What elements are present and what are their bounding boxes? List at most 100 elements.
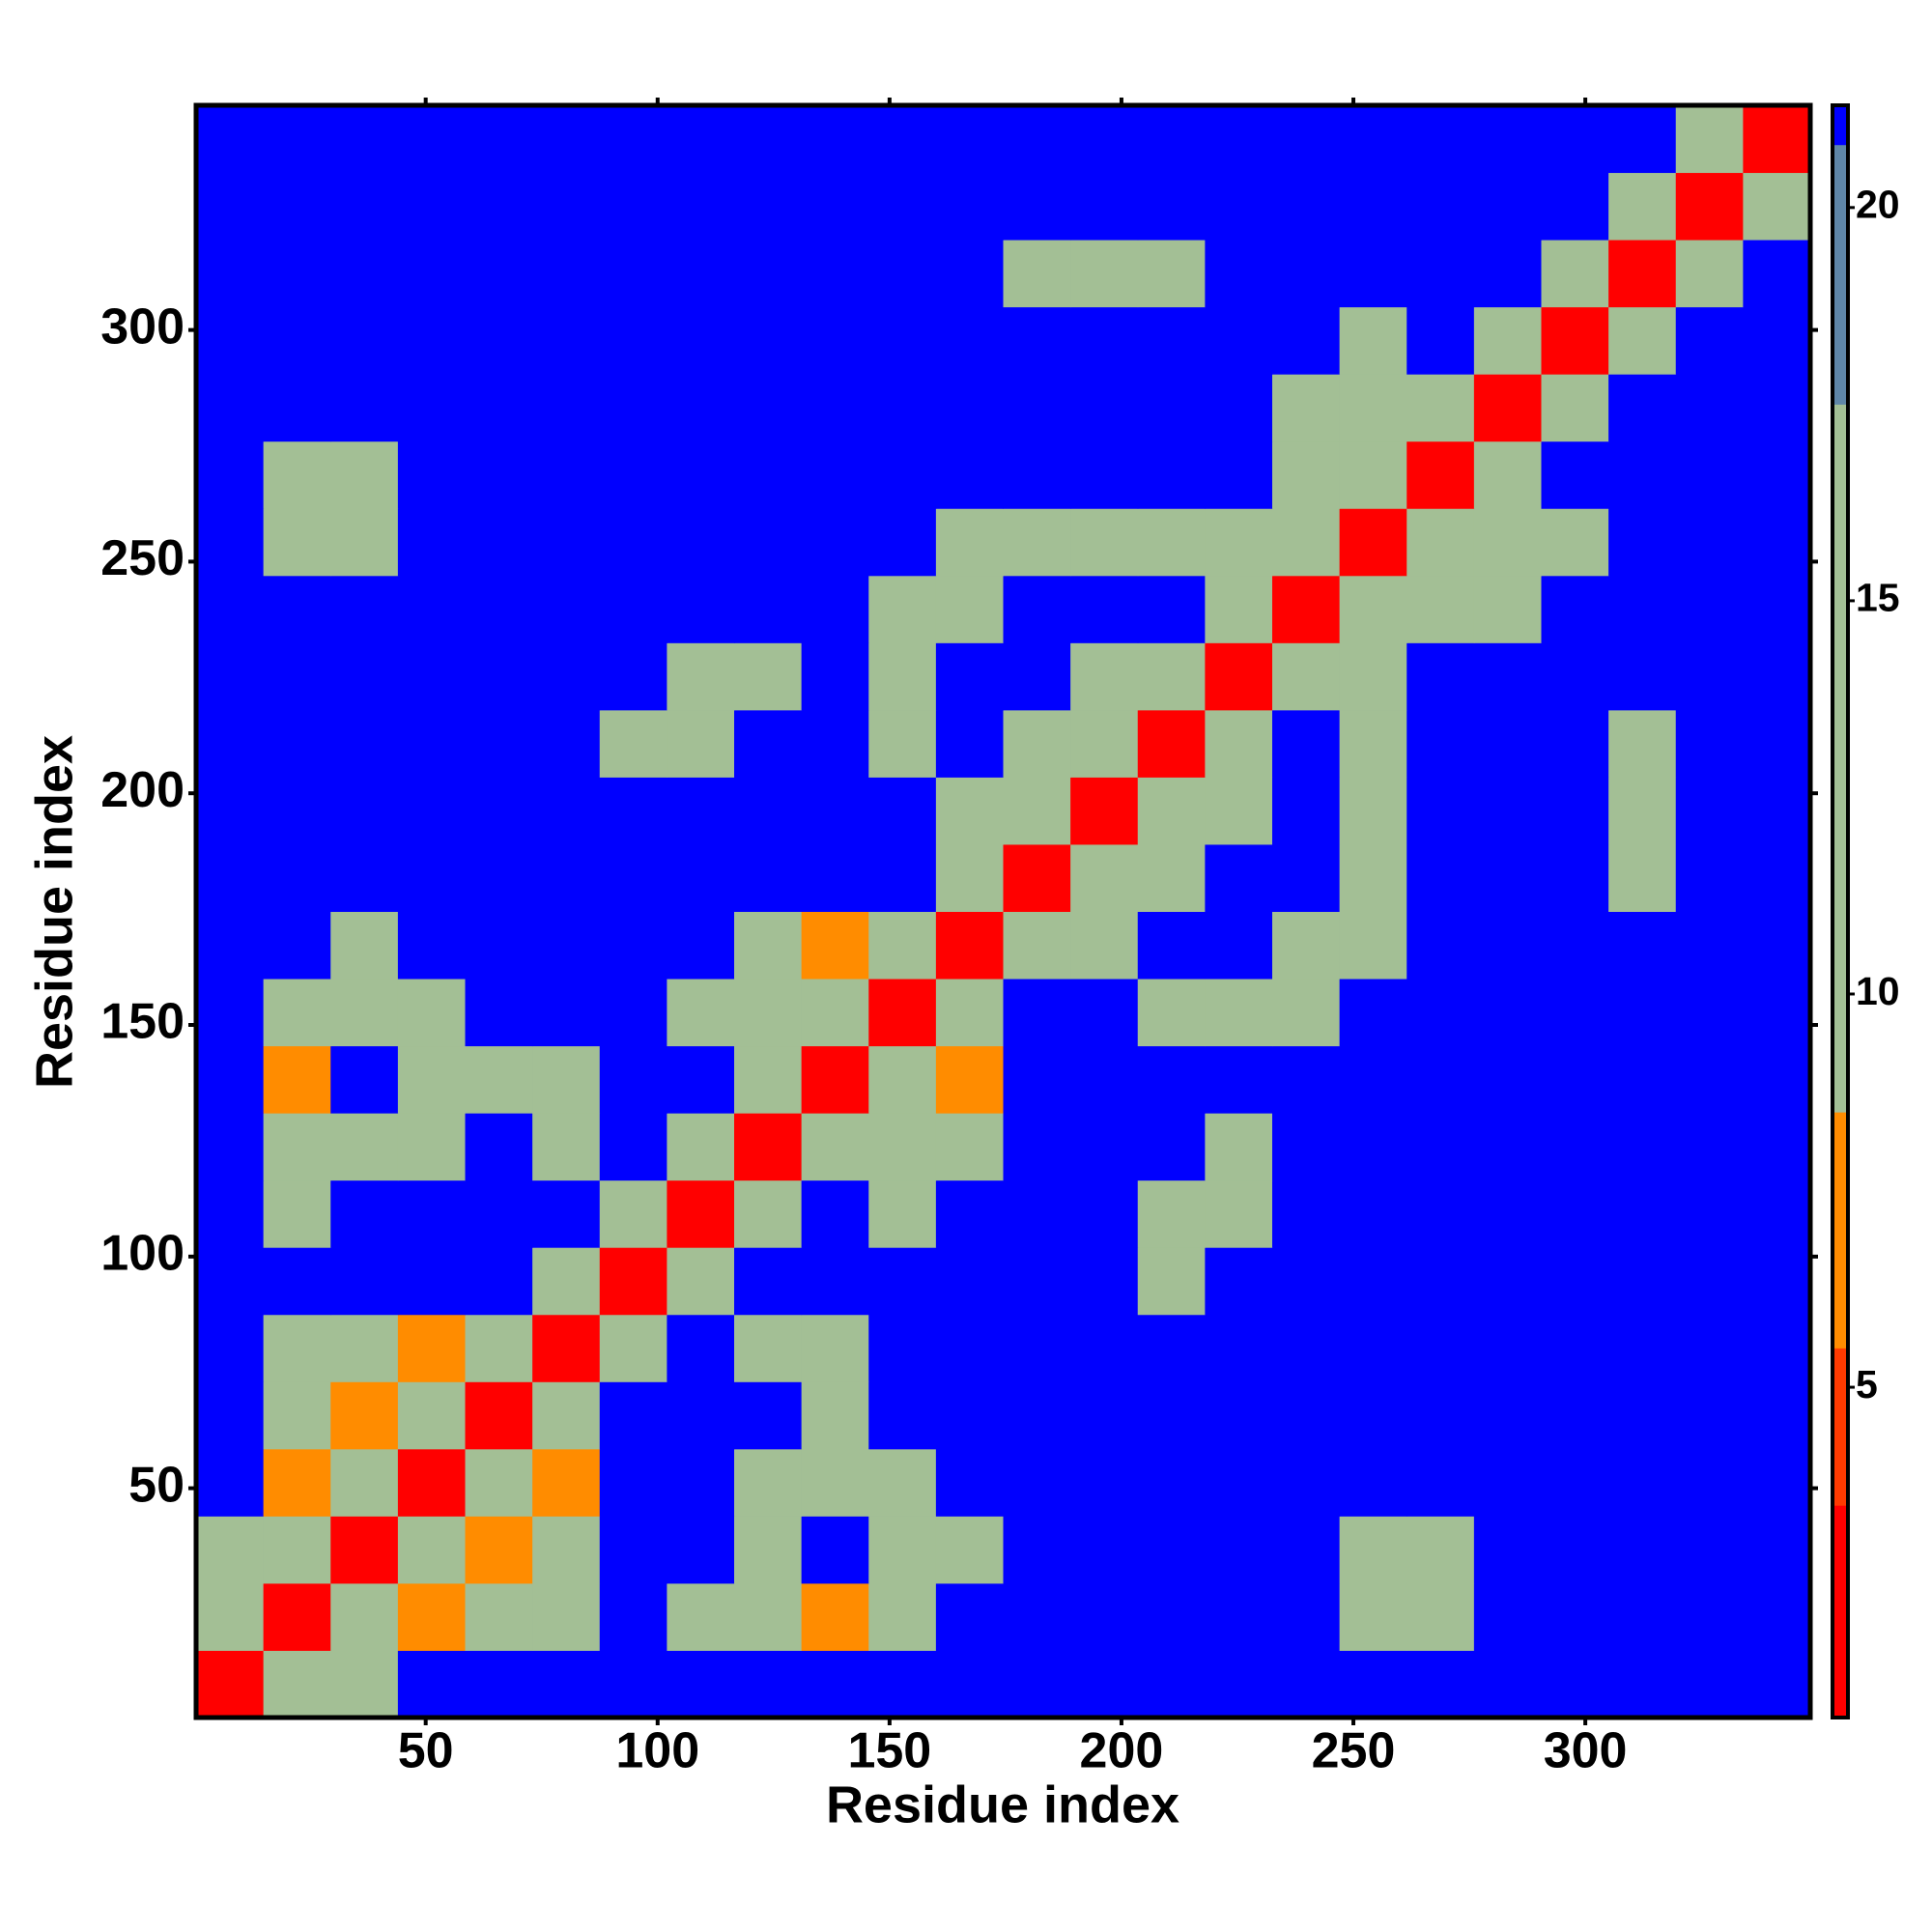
heatmap-cell <box>1205 575 1273 643</box>
heatmap-cell <box>935 911 1004 980</box>
heatmap-cell <box>397 1381 466 1450</box>
heatmap-cell <box>734 374 803 442</box>
heatmap-cell <box>1070 642 1139 711</box>
heatmap-cell <box>330 1045 399 1114</box>
heatmap-cell <box>1137 979 1206 1047</box>
heatmap-cell <box>734 1045 803 1114</box>
heatmap-cell <box>1743 1247 1811 1316</box>
heatmap-cell <box>532 1113 601 1181</box>
heatmap-cell <box>1743 440 1811 509</box>
heatmap-cell <box>1272 843 1341 912</box>
heatmap-cell <box>599 374 668 442</box>
heatmap-cell <box>1137 1113 1206 1181</box>
heatmap-cell <box>868 777 937 845</box>
heatmap-cell <box>1608 642 1677 711</box>
heatmap-cell <box>1339 1179 1407 1248</box>
heatmap-cell <box>397 240 466 308</box>
heatmap-cell <box>1406 777 1475 845</box>
heatmap-cell <box>868 240 937 308</box>
y-tick-label: 250 <box>100 530 185 586</box>
heatmap-cell <box>263 777 331 845</box>
heatmap-cell <box>599 306 668 375</box>
heatmap-cell <box>532 979 601 1047</box>
heatmap-cell <box>330 105 399 174</box>
x-axis-title: Residue index <box>826 1776 1179 1833</box>
heatmap-cell <box>1070 374 1139 442</box>
heatmap-cell <box>330 843 399 912</box>
heatmap-cell <box>1743 105 1811 174</box>
heatmap-cell <box>1608 374 1677 442</box>
heatmap-cell <box>397 843 466 912</box>
heatmap-cell <box>263 440 331 509</box>
heatmap-cell <box>1272 1113 1341 1181</box>
heatmap-cell <box>935 508 1004 577</box>
heatmap-cell <box>330 1113 399 1181</box>
heatmap-cell <box>734 306 803 375</box>
colorbar-tick-label: 15 <box>1856 576 1900 620</box>
heatmap-cell <box>330 240 399 308</box>
heatmap-cell <box>935 1179 1004 1248</box>
heatmap-cell <box>1003 1582 1071 1651</box>
heatmap-cell <box>1473 1113 1542 1181</box>
heatmap-cell <box>1272 1448 1341 1517</box>
heatmap-cell <box>1272 777 1341 845</box>
heatmap-cell <box>1070 1247 1139 1316</box>
heatmap-cell <box>1137 105 1206 174</box>
heatmap-cell <box>1339 440 1407 509</box>
heatmap-cell <box>1137 1582 1206 1651</box>
heatmap-cell <box>1473 642 1542 711</box>
heatmap-cell <box>1205 1582 1273 1651</box>
heatmap-cell <box>1473 508 1542 577</box>
heatmap-cell <box>599 1045 668 1114</box>
heatmap-cell <box>1003 1179 1071 1248</box>
heatmap-cell <box>1743 306 1811 375</box>
heatmap-cell <box>734 1247 803 1316</box>
heatmap-cell <box>667 911 735 980</box>
heatmap-cell <box>1003 709 1071 778</box>
heatmap-cell <box>1675 911 1744 980</box>
colorbar-segment <box>1833 1348 1848 1506</box>
heatmap-cell <box>1003 1045 1071 1114</box>
heatmap-cell <box>465 1650 533 1719</box>
colorbar-segment <box>1833 105 1848 146</box>
heatmap-cell <box>801 105 869 174</box>
colorbar-tick-label: 10 <box>1856 969 1900 1013</box>
heatmap-cell <box>1541 777 1609 845</box>
heatmap-cell <box>397 1650 466 1719</box>
heatmap-cell <box>1406 172 1475 241</box>
heatmap-cell <box>667 1381 735 1450</box>
heatmap-cell <box>1406 1179 1475 1248</box>
heatmap-cell <box>532 240 601 308</box>
heatmap-cell <box>1406 843 1475 912</box>
heatmap-cell <box>196 1448 265 1517</box>
heatmap-cell <box>1137 1381 1206 1450</box>
heatmap-cell <box>1541 306 1609 375</box>
heatmap-cell <box>1473 1314 1542 1382</box>
heatmap-cell <box>599 709 668 778</box>
heatmap-cell <box>1473 1381 1542 1450</box>
heatmap-cell <box>1541 1381 1609 1450</box>
heatmap-cell <box>1339 1314 1407 1382</box>
heatmap-cell <box>1137 1045 1206 1114</box>
heatmap-cell <box>1675 1314 1744 1382</box>
heatmap-cell <box>1406 240 1475 308</box>
heatmap-cell <box>532 709 601 778</box>
heatmap-cell <box>1137 911 1206 980</box>
heatmap-cell <box>1743 1045 1811 1114</box>
heatmap-cell <box>1137 777 1206 845</box>
heatmap-cell <box>532 1179 601 1248</box>
heatmap-cell <box>1070 1516 1139 1584</box>
heatmap-cell <box>599 240 668 308</box>
heatmap-cell <box>1406 709 1475 778</box>
heatmap-cell <box>465 1448 533 1517</box>
heatmap-cell <box>1608 1113 1677 1181</box>
heatmap-cell <box>1003 1314 1071 1382</box>
heatmap-cell <box>1608 172 1677 241</box>
heatmap-cell <box>599 843 668 912</box>
heatmap-cell <box>1339 1582 1407 1651</box>
heatmap-cell <box>667 1247 735 1316</box>
heatmap-cell <box>1541 1179 1609 1248</box>
heatmap-cell <box>1473 1448 1542 1517</box>
heatmap-cell <box>1003 843 1071 912</box>
